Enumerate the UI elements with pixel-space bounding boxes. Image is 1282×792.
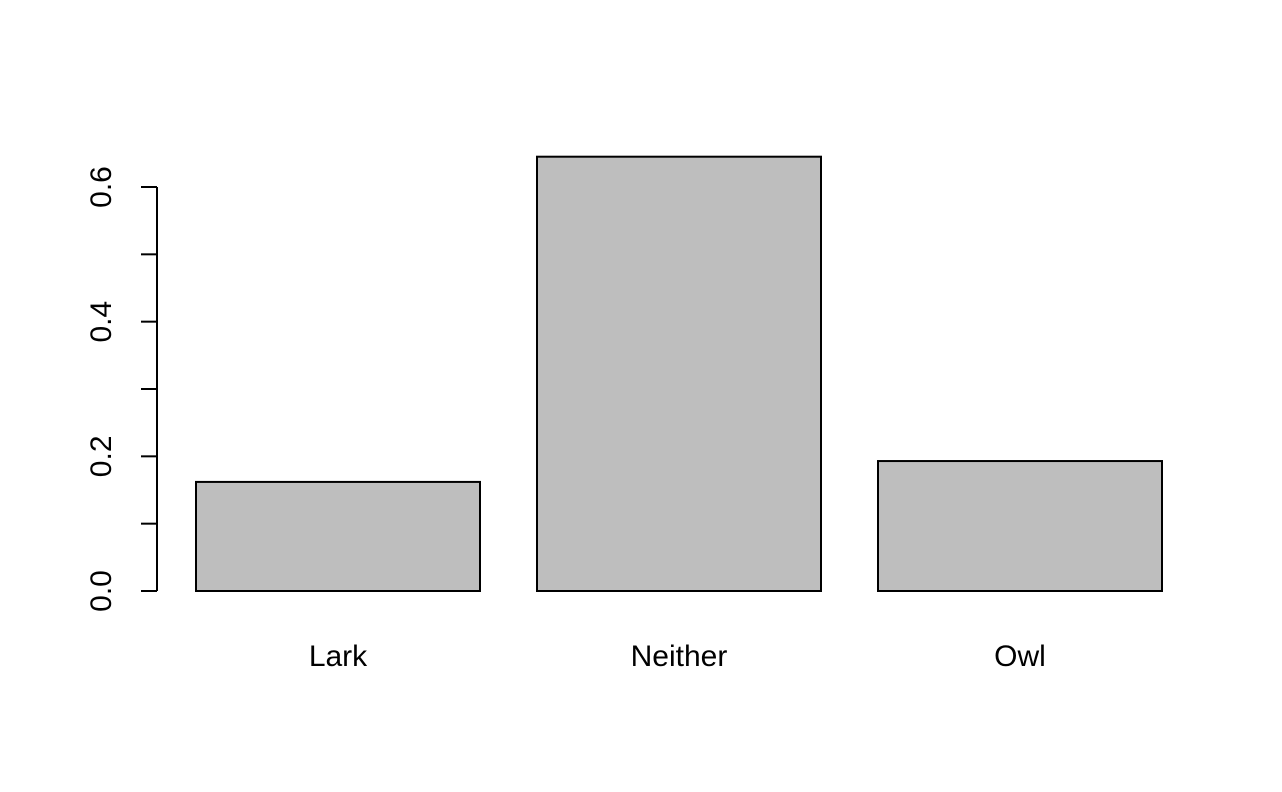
x-axis-labels: Lark Neither Owl bbox=[309, 640, 1046, 673]
y-tick-label: 0.2 bbox=[85, 435, 118, 477]
y-tick-label: 0.0 bbox=[85, 570, 118, 612]
bar-owl bbox=[877, 460, 1163, 592]
y-tick-label: 0.4 bbox=[85, 301, 118, 343]
y-axis: 0.0 0.2 0.4 0.6 bbox=[85, 166, 158, 612]
y-tick-label: 0.6 bbox=[85, 166, 118, 208]
bar-neither bbox=[536, 155, 822, 592]
x-category-label: Lark bbox=[309, 640, 368, 673]
x-category-label: Neither bbox=[631, 640, 728, 673]
x-category-label: Owl bbox=[994, 640, 1046, 673]
bar-lark bbox=[195, 480, 481, 593]
bars bbox=[195, 155, 1163, 593]
